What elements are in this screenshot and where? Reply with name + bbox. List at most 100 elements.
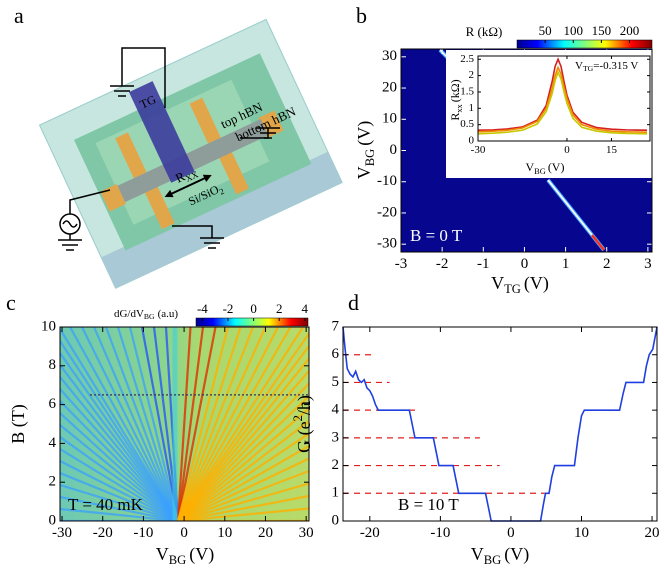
- fan-line: [60, 436, 179, 521]
- x-tick-label: 0: [521, 256, 529, 272]
- label-sub: BG: [144, 312, 155, 321]
- y-tick-label: -10: [377, 173, 397, 189]
- y-tick-label: 1: [332, 485, 340, 501]
- data-line: [477, 57, 648, 132]
- label-part: (V): [189, 544, 214, 565]
- label-part: V: [526, 160, 535, 174]
- x-tick-label: 20: [645, 525, 660, 541]
- y-tick-label: 2.5: [460, 53, 474, 65]
- fan-line: [177, 345, 309, 521]
- fan-line: [60, 364, 179, 521]
- contact: [143, 183, 175, 230]
- y-tick-label: 2: [332, 457, 340, 473]
- fan-line: [177, 407, 309, 521]
- fan-line: [128, 327, 180, 521]
- y-tick-label: 7: [332, 318, 340, 334]
- fan-line: [92, 327, 179, 521]
- label-part: (V): [504, 544, 529, 565]
- fan-line: [60, 460, 179, 521]
- y-tick-label: 4: [49, 435, 57, 451]
- label-part: (a.u): [158, 308, 179, 320]
- top-gate: [129, 81, 195, 183]
- label-part: (V): [354, 121, 375, 146]
- fan-line: [177, 327, 279, 521]
- x-tick-label: -20: [93, 525, 113, 541]
- label-part: V: [354, 166, 374, 179]
- x-tick-label: -1: [477, 256, 490, 272]
- contact: [217, 148, 249, 195]
- y-tick-label: 10: [41, 318, 56, 334]
- plot-frame: [59, 326, 310, 522]
- label-part: dG/dV: [114, 308, 144, 320]
- colorbar-tick-label: 200: [620, 23, 640, 38]
- label-sub: BG: [484, 553, 502, 567]
- contact: [115, 132, 147, 179]
- gate-label: TG: [138, 92, 159, 112]
- annotation: B = 0 T: [410, 226, 463, 245]
- x-tick-label: 0: [507, 525, 515, 541]
- x-tick-label: -30: [52, 525, 72, 541]
- resistance-ridge: [591, 234, 605, 251]
- fan-line: [60, 352, 179, 521]
- colorbar: [516, 39, 653, 49]
- fan-line: [104, 327, 180, 521]
- inset-background: [446, 50, 652, 178]
- x-tick-label: 2: [603, 256, 611, 272]
- plot-frame: [400, 48, 653, 253]
- fan-line: [60, 376, 179, 521]
- x-tick-label: 0: [564, 144, 570, 156]
- y-tick-label: 0.5: [460, 118, 474, 130]
- fan-line: [177, 457, 309, 521]
- x-axis-label: VTG (V): [491, 273, 549, 296]
- fan-line: [81, 327, 179, 521]
- label-sub: BG: [169, 553, 187, 567]
- fan-line: [60, 388, 179, 521]
- y-axis-label: B (T): [8, 404, 29, 444]
- y-tick-label: 0: [49, 512, 57, 528]
- arrow-head: [202, 174, 212, 182]
- x-tick-label: 3: [644, 256, 652, 272]
- fan-line: [69, 327, 179, 521]
- fan-line: [177, 357, 309, 521]
- fan-line: [140, 327, 180, 521]
- colorbar-tick-label: 50: [539, 23, 552, 38]
- fan-line: [116, 327, 180, 521]
- x-tick-label: 15: [606, 144, 618, 156]
- y-tick-label: 0: [390, 142, 398, 158]
- fan-line: [176, 327, 267, 521]
- x-tick-label: -10: [133, 525, 153, 541]
- fan-line: [177, 482, 309, 521]
- x-tick-label: -2: [436, 256, 449, 272]
- y-tick-label: 10: [382, 111, 397, 127]
- fan-line: [176, 327, 192, 521]
- contact: [189, 97, 221, 144]
- y-tick-label: 6: [49, 396, 57, 412]
- fan-line: [177, 507, 309, 521]
- colorbar-tick-label: 100: [564, 23, 584, 38]
- fan-line: [177, 445, 309, 521]
- plot-frame: [477, 55, 651, 142]
- colorbar-tick-label: 150: [592, 23, 612, 38]
- y-tick-label: 0: [469, 135, 475, 147]
- x-tick-label: -10: [430, 525, 450, 541]
- heatmap: [60, 327, 309, 521]
- label-part: G (e: [294, 421, 315, 452]
- panel-label: c: [6, 290, 16, 315]
- data-line: [477, 70, 648, 135]
- fan-line: [176, 327, 242, 521]
- x-axis-label: VBG (V): [156, 544, 215, 567]
- y-axis-label: VBG (V): [354, 121, 377, 180]
- fan-line: [177, 327, 292, 521]
- y-tick-label: 1: [469, 102, 475, 114]
- fan-line: [177, 494, 309, 521]
- device-diagram: a TG top hBN bottom hBN Si/SiO2 RXX: [14, 3, 343, 289]
- x-tick-label: 1: [562, 256, 570, 272]
- y-tick-label: 3: [332, 429, 340, 445]
- plot-frame: [342, 326, 658, 522]
- y-tick-label: 8: [49, 357, 57, 373]
- fan-line: [60, 400, 179, 521]
- label-sub: xx: [455, 103, 464, 112]
- y-tick-label: 6: [332, 346, 340, 362]
- fan-line: [177, 469, 309, 521]
- label-part: R: [448, 113, 462, 121]
